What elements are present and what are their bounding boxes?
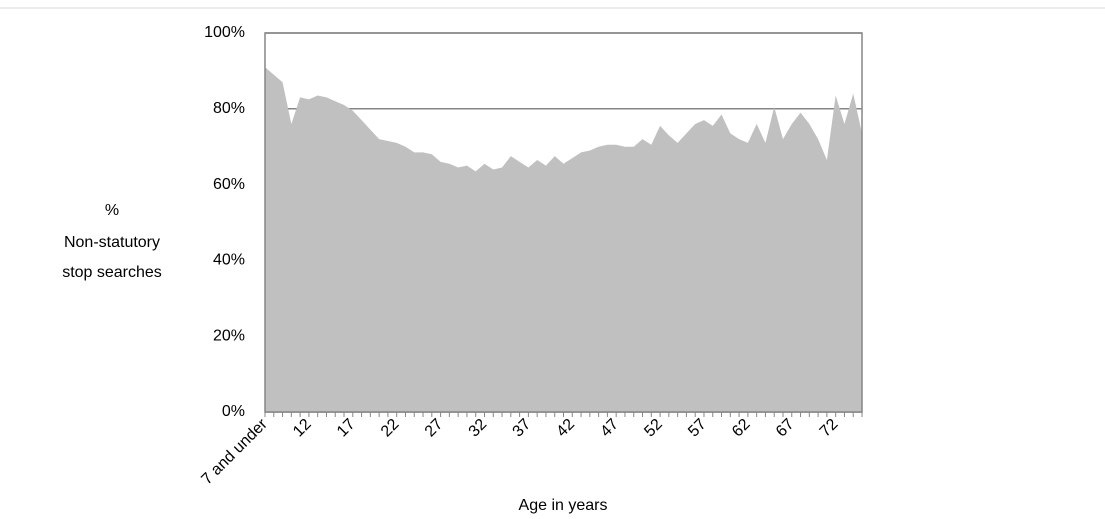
x-tick-label: 32 bbox=[466, 416, 491, 441]
y-tick-label: 40% bbox=[213, 252, 245, 269]
x-tick-label: 12 bbox=[290, 416, 315, 441]
x-tick-label: 57 bbox=[685, 416, 710, 441]
y-tick-label: 80% bbox=[213, 100, 245, 117]
y-axis-label: % bbox=[105, 202, 119, 219]
x-tick-label: 22 bbox=[378, 416, 403, 441]
y-tick-label: 0% bbox=[222, 403, 245, 420]
x-tick-label: 67 bbox=[773, 416, 798, 441]
y-tick-label: 60% bbox=[213, 176, 245, 193]
x-tick-label: 52 bbox=[641, 416, 666, 441]
area bbox=[265, 67, 862, 413]
x-tick-label: 17 bbox=[334, 416, 359, 441]
y-axis-label: Non-statutory bbox=[64, 234, 160, 251]
x-tick-label: 62 bbox=[729, 416, 754, 441]
y-axis-label: stop searches bbox=[62, 264, 162, 281]
x-tick-label: 37 bbox=[510, 416, 535, 441]
y-tick-label: 100% bbox=[204, 24, 245, 41]
x-tick-label: 72 bbox=[817, 416, 842, 441]
x-tick-label: 7 and under bbox=[198, 415, 271, 488]
x-tick-label: 47 bbox=[597, 416, 622, 441]
x-axis-label: Age in years bbox=[519, 497, 608, 514]
x-tick-label: 42 bbox=[553, 416, 578, 441]
y-tick-label: 20% bbox=[213, 327, 245, 344]
x-tick-label: 27 bbox=[422, 416, 447, 441]
